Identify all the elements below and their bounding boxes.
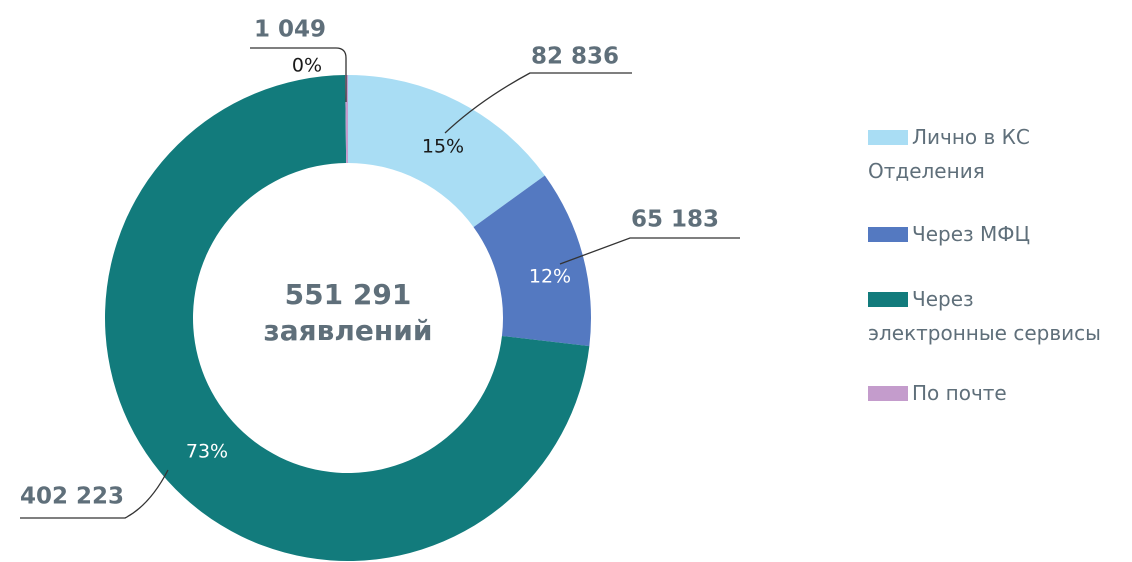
donut-slice [348, 75, 545, 228]
percent-label: 15% [422, 136, 464, 158]
legend-label: Через МФЦ [912, 222, 1031, 246]
value-label: 65 183 [631, 207, 719, 233]
legend-label: Лично в КС Отделения [868, 125, 1030, 183]
slices [104, 75, 591, 561]
legend-label: По почте [912, 381, 1007, 405]
value-label: 1 049 [254, 17, 326, 43]
legend-swatch [868, 292, 908, 307]
percent-label: 12% [529, 266, 571, 288]
leader-line [559, 237, 740, 265]
leader-line [250, 47, 347, 102]
percent-label: 0% [292, 55, 322, 77]
donut-slice [473, 175, 591, 347]
legend-item: Через МФЦ [868, 217, 1118, 251]
value-label: 402 223 [20, 484, 124, 510]
percent-label: 73% [186, 441, 228, 463]
legend-swatch [868, 130, 908, 145]
donut-slice [104, 75, 590, 561]
leader-line [444, 72, 632, 134]
legend-swatch [868, 227, 908, 242]
leader-line [20, 469, 169, 519]
legend-item: По почте [868, 376, 1118, 410]
total-label: 551 291 [285, 278, 412, 311]
legend-label: Через электронные сервисы [868, 287, 1101, 345]
chart: 551 291 заявлений 82 836 15% 65 183 12% 402 … [20, 17, 740, 561]
value-label: 82 836 [531, 44, 619, 70]
legend-swatch [868, 386, 908, 401]
legend-item: Через электронные сервисы [868, 282, 1118, 350]
total-caption: заявлений [264, 314, 433, 347]
legend-item: Лично в КС Отделения [868, 120, 1118, 188]
